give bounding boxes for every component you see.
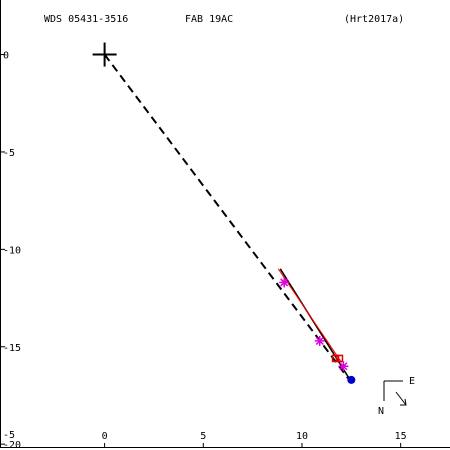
y-tick-label: -20 [3,440,21,450]
dashed-separation-line [103,53,351,381]
reference-label: (Hrt2017a) [344,14,404,25]
x-tick-label: 10 [296,431,308,442]
residual-line [277,268,342,363]
data-marks [92,42,356,384]
y-tick-label: 0 [3,51,9,62]
compass-icon: E N [378,376,415,417]
corner-tick-label: -5 [3,430,15,441]
x-tick-label: 15 [395,431,407,442]
wds-id-label: WDS 05431-3516 [44,14,128,25]
measurement-square [335,354,344,363]
measurement-square [331,354,340,363]
orbit-segment [279,268,352,383]
discoverer-label: FAB 19AC [185,14,233,25]
compass-north-label: N [378,406,384,417]
orbit-lines [103,53,352,383]
measurement-asterisk [314,335,325,346]
y-tick-label: -15 [3,343,21,354]
x-tick-label: 0 [102,431,108,442]
y-tick-label: -10 [3,245,21,256]
compass-east-label: E [409,376,415,387]
y-tick-label: -5 [3,148,15,159]
predicted-position-dot [347,375,356,384]
measurement-asterisk [279,277,290,288]
x-tick-label: 5 [200,431,206,442]
measurement-asterisk [338,361,349,372]
axes: 0 5 10 150-5-10-15-20-5 [0,51,407,450]
